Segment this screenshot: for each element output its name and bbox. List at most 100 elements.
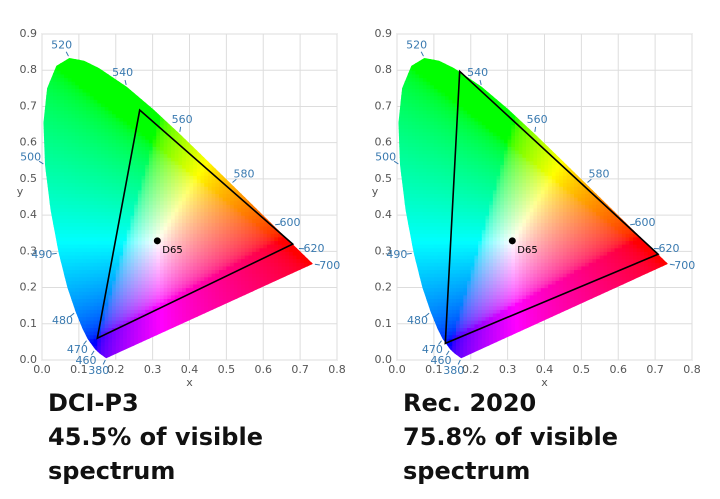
color-cell: [248, 258, 253, 263]
color-cell: [241, 236, 246, 242]
color-cell: [82, 298, 87, 303]
color-cell: [156, 128, 161, 133]
color-cell: [108, 84, 113, 89]
color-cell: [53, 120, 58, 126]
color-cell: [148, 171, 154, 176]
color-cell: [241, 215, 246, 220]
color-cell: [160, 323, 165, 328]
color-cell: [160, 294, 165, 300]
color-cell: [200, 175, 205, 180]
color-cell: [141, 120, 146, 126]
color-cell: [185, 287, 191, 292]
color-cell: [60, 153, 65, 158]
color-cell: [45, 153, 50, 158]
color-cell: [211, 294, 216, 300]
color-cell: [178, 312, 183, 318]
color-cell: [104, 305, 109, 310]
color-cell: [230, 218, 235, 223]
color-cell: [86, 146, 91, 151]
color-cell: [171, 323, 176, 328]
color-cell: [119, 291, 124, 296]
color-cell: [93, 81, 98, 86]
color-cell: [233, 254, 239, 260]
color-cell: [101, 283, 106, 289]
color-cell: [152, 160, 157, 165]
color-cell: [71, 59, 76, 64]
color-cell: [112, 269, 117, 274]
color-cell: [71, 117, 76, 122]
color-cell: [45, 120, 50, 126]
color-cell: [43, 117, 47, 122]
color-cell: [185, 276, 191, 281]
color-cell: [163, 327, 168, 332]
color-cell: [252, 251, 257, 256]
color-cell: [82, 81, 87, 86]
color-cell: [71, 131, 76, 137]
color-cell: [248, 269, 253, 274]
color-cell: [60, 178, 65, 184]
color-cell: [233, 225, 239, 231]
color-cell: [56, 120, 62, 126]
color-cell: [97, 117, 102, 122]
color-cell: [89, 204, 95, 209]
color-cell: [123, 204, 128, 209]
color-cell: [211, 302, 216, 307]
color-cell: [123, 175, 128, 180]
color-cell: [222, 294, 227, 300]
color-cell: [226, 225, 231, 231]
color-cell: [93, 193, 98, 198]
color-cell: [75, 302, 80, 307]
color-cell: [182, 139, 187, 144]
color-cell: [112, 316, 117, 321]
color-cell: [86, 229, 91, 234]
color-cell: [248, 233, 253, 238]
color-cell: [53, 153, 58, 158]
color-cell: [182, 302, 187, 307]
color-cell: [49, 99, 54, 104]
color-cell: [93, 204, 98, 209]
color-cell: [108, 312, 113, 318]
color-cell: [64, 240, 69, 245]
color-cell: [108, 229, 113, 234]
color-cell: [171, 131, 176, 137]
color-cell: [189, 200, 194, 205]
color-cell: [215, 233, 220, 238]
color-cell: [97, 84, 102, 89]
color-cell: [207, 207, 213, 213]
color-cell: [60, 73, 65, 79]
color-cell: [200, 157, 205, 162]
color-cell: [104, 193, 109, 198]
color-cell: [237, 211, 242, 216]
color-cell: [56, 149, 62, 155]
color-cell: [119, 341, 124, 347]
color-cell: [82, 215, 87, 220]
color-cell: [101, 91, 106, 97]
color-cell: [89, 117, 95, 122]
color-cell: [182, 251, 187, 256]
color-cell: [167, 294, 172, 300]
color-cell: [178, 244, 183, 249]
color-cell: [141, 305, 146, 310]
color-cell: [123, 84, 128, 89]
color-cell: [152, 225, 157, 231]
color-cell: [134, 247, 139, 252]
color-cell: [193, 247, 198, 252]
color-cell: [86, 207, 91, 213]
color-cell: [160, 247, 165, 252]
color-cell: [115, 142, 121, 147]
color-cell: [241, 269, 246, 274]
color-cell: [167, 182, 172, 187]
color-cell: [64, 182, 69, 187]
color-cell: [104, 168, 109, 173]
color-cell: [75, 171, 80, 176]
color-cell: [89, 175, 95, 180]
color-cell: [89, 280, 95, 285]
color-cell: [82, 102, 87, 108]
color-cell: [115, 341, 121, 347]
color-cell: [148, 128, 154, 133]
color-cell: [230, 207, 235, 213]
color-cell: [193, 236, 198, 242]
color-cell: [252, 262, 257, 267]
color-cell: [171, 215, 176, 220]
color-cell: [97, 160, 102, 165]
